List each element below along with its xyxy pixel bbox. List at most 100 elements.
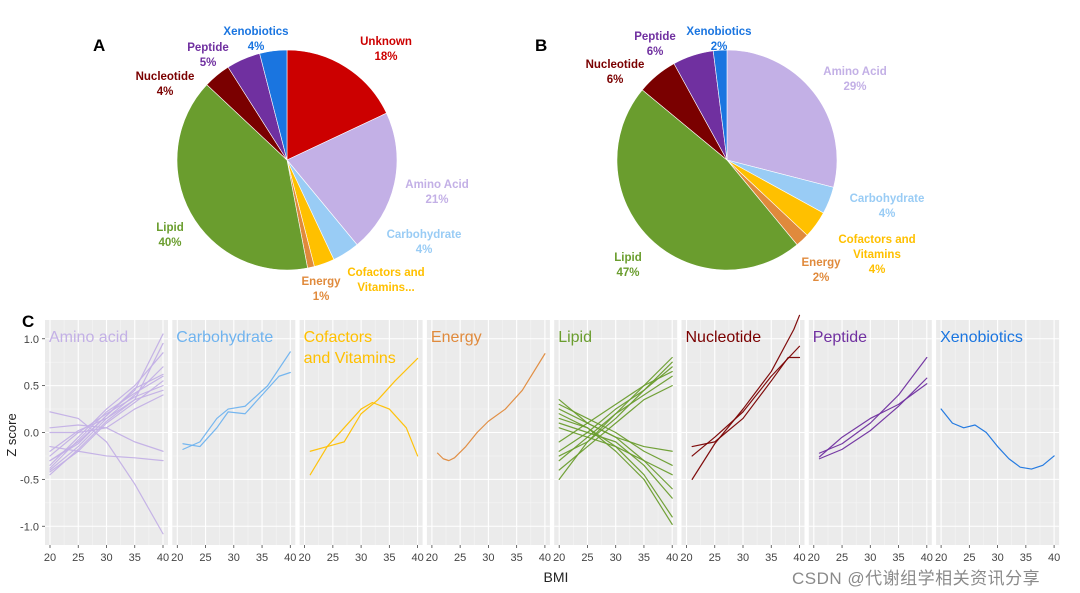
pie-label-lipid: Lipid 47%: [614, 252, 641, 279]
y-tick-label: -1.0: [20, 521, 39, 533]
pie-label-xenobiotics: Xenobiotics 4%: [223, 26, 288, 53]
pie-label-cofactors-and-vitamins: Cofactors and Vitamins 4%: [838, 234, 915, 276]
series-line: [691, 356, 801, 448]
series-line: [49, 389, 164, 452]
pie-label-carbohydrate: Carbohydrate 4%: [387, 229, 462, 256]
facet-carbohydrate: 20 25 30 35 40 Carbohydrate: [171, 320, 296, 564]
y-tick-label: 0.5: [24, 381, 39, 393]
facet-title: Cofactors and Vitamins: [304, 329, 396, 367]
facet-title: Xenobiotics: [940, 329, 1023, 346]
series-line: [182, 351, 291, 450]
pie-label-cofactors-and-vitamins: Cofactors and Vitamins...: [347, 267, 424, 294]
pie-chart-b: Amino Acid 29% Carbohydrate 4% Cofactors and…: [586, 26, 925, 284]
x-tick-label: 30: [737, 552, 749, 564]
x-tick-label: 40: [666, 552, 678, 564]
x-tick-label: 30: [991, 552, 1003, 564]
x-axis-title: BMI: [544, 569, 569, 585]
x-tick-label: 35: [638, 552, 650, 564]
x-tick-label: 20: [680, 552, 692, 564]
pie-label-xenobiotics: Xenobiotics 2%: [686, 26, 751, 53]
x-tick-label: 25: [72, 552, 84, 564]
series-line: [818, 383, 928, 458]
x-tick-label: 20: [171, 552, 183, 564]
series-line: [558, 361, 673, 457]
series-line: [558, 417, 673, 525]
series-line: [558, 399, 673, 452]
series-line: [940, 408, 1055, 470]
x-tick-label: 35: [511, 552, 523, 564]
facet-title: Peptide: [813, 329, 867, 346]
x-tick-label: 25: [199, 552, 211, 564]
facet-peptide: 20 25 30 35 40 Peptide: [808, 320, 933, 564]
facet-xenobiotics: 20 25 30 35 40 Xenobiotics: [935, 320, 1060, 564]
x-tick-label: 30: [100, 552, 112, 564]
x-tick-label: 30: [228, 552, 240, 564]
pie-slice-amino-acid: [286, 112, 398, 246]
x-tick-label: 20: [298, 552, 310, 564]
x-tick-label: 40: [921, 552, 933, 564]
facet-title: Nucleotide: [686, 329, 762, 346]
facet-title: Lipid: [558, 329, 592, 346]
facet-title: Carbohydrate: [176, 329, 273, 346]
x-tick-label: 35: [765, 552, 777, 564]
panel-a-label: A: [93, 36, 106, 55]
x-tick-label: 25: [963, 552, 975, 564]
y-axis-title: Z score: [4, 413, 19, 456]
x-tick-label: 35: [1020, 552, 1032, 564]
pie-label-nucleotide: Nucleotide 6%: [586, 59, 645, 86]
pie-label-nucleotide: Nucleotide 4%: [136, 71, 195, 98]
pie-label-amino-acid: Amino Acid 29%: [823, 66, 886, 93]
series-line: [818, 356, 928, 454]
pie-chart-a: Unknown 18% Amino Acid 21% Carbohydrate 4% Cof…: [136, 26, 469, 303]
x-tick-label: 30: [610, 552, 622, 564]
facet-nucleotide: 20 25 30 35 40 Nucleotide: [680, 314, 806, 564]
panel-b-label: B: [535, 36, 548, 55]
pie-slice-lipid: [616, 89, 798, 271]
pie-label-amino-acid: Amino Acid 21%: [405, 179, 468, 206]
line-facets: 20 25 30 35 40 Amino acid 20 25 30 35 40 Carbohydra…: [4, 314, 1060, 585]
series-line: [558, 375, 673, 462]
series-line: [49, 445, 164, 462]
series-line: [49, 352, 164, 466]
x-tick-label: 20: [426, 552, 438, 564]
pie-slice-xenobiotics: [712, 49, 728, 161]
pie-slice-unknown: [286, 49, 387, 161]
x-tick-label: 25: [454, 552, 466, 564]
pie-label-carbohydrate: Carbohydrate 4%: [850, 193, 925, 220]
x-tick-label: 20: [808, 552, 820, 564]
series-line: [558, 385, 673, 471]
pie-label-energy: Energy 2%: [802, 257, 842, 284]
series-line: [558, 427, 673, 476]
x-tick-label: 35: [256, 552, 268, 564]
facet-energy: 20 25 30 35 40 Energy: [426, 320, 551, 564]
pie-label-peptide: Peptide 5%: [187, 42, 229, 69]
x-tick-label: 20: [553, 552, 565, 564]
watermark-text: CSDN @代谢组学相关资讯分享: [792, 569, 1041, 588]
x-tick-label: 40: [411, 552, 423, 564]
pie-label-peptide: Peptide 6%: [634, 31, 676, 58]
pie-slice-xenobiotics: [259, 49, 288, 161]
x-tick-label: 40: [539, 552, 551, 564]
series-line: [436, 353, 546, 462]
y-tick-label: -0.5: [20, 474, 39, 486]
series-line: [49, 342, 164, 476]
y-tick-label: 1.0: [24, 334, 39, 346]
x-tick-label: 40: [284, 552, 296, 564]
x-tick-label: 25: [581, 552, 593, 564]
series-line: [49, 411, 164, 535]
series-line: [49, 424, 164, 452]
x-tick-label: 40: [157, 552, 169, 564]
facet-title: Energy: [431, 329, 482, 346]
x-tick-label: 25: [709, 552, 721, 564]
x-tick-label: 35: [892, 552, 904, 564]
x-tick-label: 20: [935, 552, 947, 564]
x-tick-label: 25: [836, 552, 848, 564]
panel-c-label: C: [22, 312, 35, 331]
x-tick-label: 40: [793, 552, 805, 564]
series-line: [691, 345, 801, 457]
pie-label-unknown: Unknown 18%: [360, 36, 412, 63]
x-tick-label: 35: [383, 552, 395, 564]
series-line: [558, 403, 673, 466]
series-line: [309, 401, 419, 476]
